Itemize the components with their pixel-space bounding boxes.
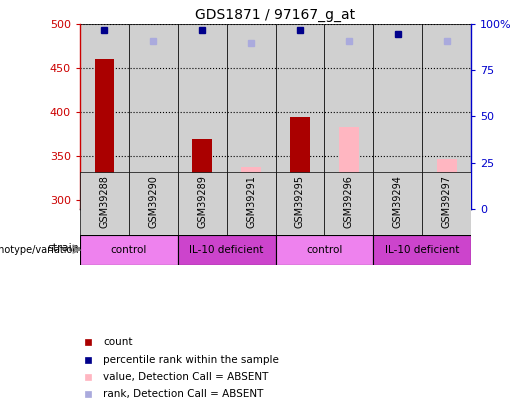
- Text: GSM39289: GSM39289: [197, 175, 207, 228]
- Bar: [422, 172, 471, 235]
- Bar: [276, 172, 324, 235]
- Bar: [193, 139, 212, 209]
- Bar: [324, 24, 373, 209]
- Text: GSM39288: GSM39288: [99, 175, 109, 228]
- Text: genotype/variation: genotype/variation: [0, 245, 79, 255]
- Bar: [80, 235, 178, 265]
- Text: GSM39296: GSM39296: [344, 175, 354, 228]
- Bar: [324, 172, 373, 235]
- Bar: [339, 127, 358, 209]
- Bar: [129, 172, 178, 235]
- Text: control: control: [306, 245, 342, 255]
- Bar: [129, 24, 178, 209]
- Bar: [437, 159, 456, 209]
- Bar: [95, 60, 114, 209]
- Bar: [276, 235, 373, 265]
- Bar: [80, 235, 276, 261]
- Text: IL-10 deficient: IL-10 deficient: [385, 245, 459, 255]
- Text: GSM39297: GSM39297: [442, 175, 452, 228]
- Bar: [80, 172, 129, 235]
- Text: strain: strain: [47, 243, 79, 253]
- Title: GDS1871 / 97167_g_at: GDS1871 / 97167_g_at: [196, 8, 355, 22]
- Bar: [373, 172, 422, 235]
- Bar: [276, 24, 324, 209]
- Text: count: count: [104, 337, 133, 347]
- Text: GSM39290: GSM39290: [148, 175, 158, 228]
- Bar: [227, 24, 276, 209]
- Bar: [143, 175, 163, 209]
- Bar: [227, 172, 276, 235]
- Text: percentile rank within the sample: percentile rank within the sample: [104, 355, 279, 364]
- Text: GSM39295: GSM39295: [295, 175, 305, 228]
- Text: rank, Detection Call = ABSENT: rank, Detection Call = ABSENT: [104, 389, 264, 399]
- Bar: [178, 235, 276, 265]
- Bar: [178, 24, 227, 209]
- Text: IL-10 deficient: IL-10 deficient: [190, 245, 264, 255]
- Bar: [373, 235, 471, 265]
- Bar: [422, 24, 471, 209]
- Text: GSM39291: GSM39291: [246, 175, 256, 228]
- Text: C3H HeJBir: C3H HeJBir: [341, 241, 405, 255]
- Bar: [241, 167, 261, 209]
- Text: control: control: [111, 245, 147, 255]
- Bar: [388, 192, 408, 209]
- Bar: [80, 24, 129, 209]
- Bar: [178, 172, 227, 235]
- Bar: [373, 24, 422, 209]
- Bar: [290, 117, 310, 209]
- Text: C57BL 6J: C57BL 6J: [151, 241, 204, 255]
- Bar: [276, 235, 471, 261]
- Text: value, Detection Call = ABSENT: value, Detection Call = ABSENT: [104, 372, 269, 382]
- Text: GSM39294: GSM39294: [393, 175, 403, 228]
